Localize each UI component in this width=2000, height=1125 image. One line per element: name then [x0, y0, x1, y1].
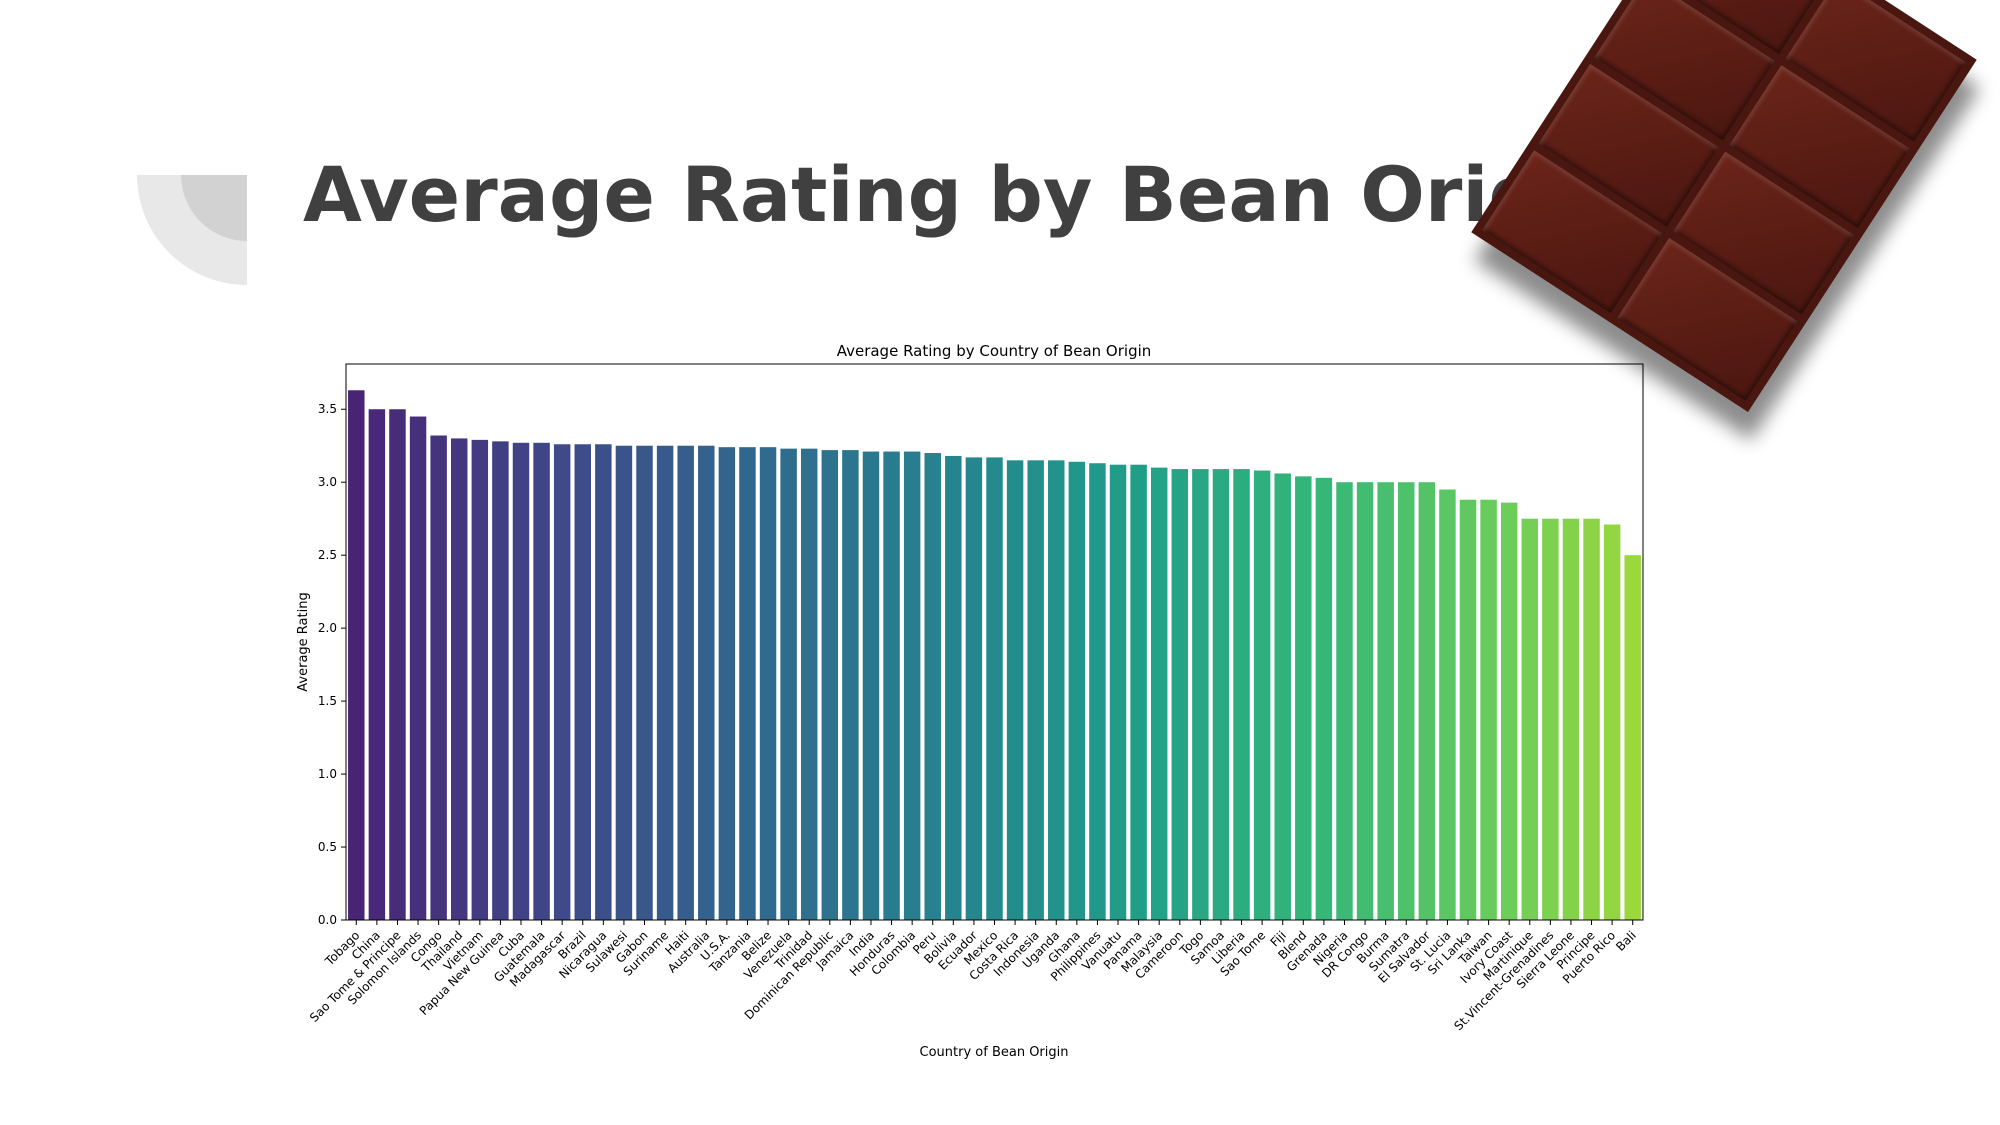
bar	[615, 445, 633, 920]
bar	[1212, 469, 1230, 920]
y-tick-label: 1.5	[318, 694, 337, 708]
bar	[1006, 460, 1024, 920]
y-axis-label: Average Rating	[296, 592, 311, 691]
bar	[533, 442, 550, 920]
y-tick-label: 2.5	[318, 548, 337, 562]
bar	[1500, 502, 1518, 920]
bar	[821, 450, 839, 920]
bar	[677, 445, 694, 920]
bar	[1150, 467, 1168, 920]
y-tick-label: 2.0	[318, 621, 337, 635]
bar	[389, 409, 406, 920]
bar	[1295, 476, 1312, 920]
bar	[698, 445, 715, 920]
bar	[1089, 463, 1106, 920]
bar	[842, 450, 859, 920]
bar	[1398, 482, 1415, 920]
bar	[1048, 460, 1065, 920]
y-tick-label: 3.0	[318, 475, 337, 489]
bar	[1562, 518, 1580, 920]
bar	[1542, 518, 1559, 920]
bar	[986, 457, 1003, 920]
y-tick-label: 3.5	[318, 402, 337, 416]
bar	[450, 438, 468, 920]
bar	[924, 453, 941, 920]
bar	[1439, 489, 1456, 920]
bar	[1109, 464, 1127, 920]
bar	[1253, 470, 1271, 920]
bar	[1356, 482, 1374, 920]
bar	[800, 448, 818, 920]
bar	[718, 447, 736, 920]
plot-frame	[345, 363, 1644, 921]
y-tick-label: 1.0	[318, 767, 337, 781]
bar	[739, 447, 756, 920]
bar	[595, 444, 612, 920]
y-tick-label: 0.0	[318, 913, 337, 927]
bar	[1459, 499, 1477, 920]
bar	[492, 441, 509, 920]
chart-title: Average Rating by Country of Bean Origin	[837, 342, 1152, 360]
decorative-quarter-circle	[137, 175, 247, 285]
slide-title: Average Rating by Bean Origin	[303, 150, 1623, 239]
bar	[512, 442, 530, 920]
bar	[430, 435, 447, 920]
bar	[1377, 482, 1394, 920]
bar	[636, 445, 653, 920]
bar	[471, 439, 489, 920]
bar	[862, 451, 880, 920]
bar	[1027, 460, 1044, 920]
bar	[656, 445, 674, 920]
bar	[1418, 482, 1436, 920]
bar	[1624, 555, 1641, 920]
bar	[1233, 469, 1250, 920]
bar	[348, 390, 365, 921]
bar	[965, 457, 983, 920]
bar	[553, 444, 571, 920]
bar	[1171, 469, 1189, 920]
bar	[1130, 464, 1147, 920]
bar	[1274, 473, 1291, 920]
bar	[1521, 518, 1539, 920]
bar	[780, 448, 797, 920]
bar	[945, 455, 962, 920]
x-tick-label: Bali	[1613, 928, 1639, 954]
bar	[1583, 518, 1600, 920]
bar	[1603, 524, 1621, 920]
bar	[903, 451, 921, 920]
bar	[1068, 461, 1086, 920]
bar	[1315, 477, 1333, 920]
y-tick-label: 0.5	[318, 840, 337, 854]
bar	[1192, 469, 1209, 920]
bar	[409, 416, 427, 920]
bar	[1480, 499, 1497, 920]
bar	[368, 409, 386, 920]
bar	[574, 444, 591, 920]
bar	[883, 451, 900, 920]
bar	[1336, 482, 1353, 920]
bar	[759, 447, 777, 920]
x-axis-label: Country of Bean Origin	[920, 1045, 1069, 1060]
